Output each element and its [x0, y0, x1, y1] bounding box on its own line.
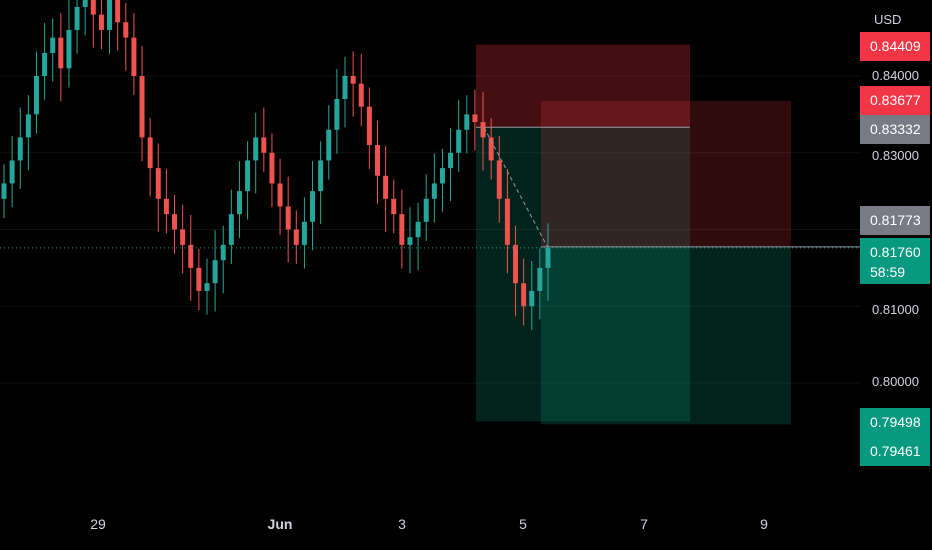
price-badge-red: 0.83677 [860, 86, 930, 115]
candle-body [472, 114, 478, 123]
candle-body [423, 198, 429, 222]
candle-body [74, 6, 80, 30]
candles [1, 0, 551, 331]
currency-label[interactable]: USD [874, 12, 902, 27]
candle-body [513, 244, 519, 284]
tick-label: 0.83000 [872, 148, 919, 163]
candle-body [172, 214, 178, 230]
candle-body [277, 183, 283, 207]
countdown-timer: 58:59 [870, 264, 906, 280]
trade-path-line [483, 127, 549, 249]
last-price-value: 0.81760 [870, 244, 921, 260]
last-price-badge: 0.81760 58:59 [860, 238, 930, 284]
candle-body [439, 168, 445, 184]
candle-body [350, 76, 356, 84]
candle-body [488, 137, 494, 161]
long-target-zone [541, 246, 791, 425]
price-badge-top-red: 0.84409 [860, 32, 930, 61]
candle-body [366, 106, 372, 146]
price-axis[interactable]: 0.84000 0.83000 0.81000 0.80000 [860, 0, 932, 510]
candle-body [58, 37, 64, 69]
candle-body [196, 267, 202, 291]
candle-body [293, 229, 299, 245]
x-tick-label: 29 [90, 516, 106, 532]
candle-body [66, 29, 72, 69]
candle-body [163, 198, 169, 215]
short-target-zone [476, 127, 690, 422]
candle-body [98, 14, 104, 30]
candle-body [123, 22, 129, 38]
candle-body [334, 99, 340, 130]
candle-body [456, 129, 462, 153]
tick-label: 0.81000 [872, 302, 919, 317]
candle-body [431, 183, 437, 199]
short-stop-zone [476, 44, 690, 128]
price-badge-target2: 0.79461 [860, 437, 930, 466]
x-tick-label: 9 [760, 516, 768, 532]
x-tick-label: 7 [640, 516, 648, 532]
candle-body [115, 0, 121, 23]
candle-body [415, 221, 421, 238]
candle-body [480, 122, 486, 138]
candle-body [261, 137, 267, 153]
candle-body [326, 129, 332, 161]
candle-body [155, 168, 161, 199]
candle-body [374, 145, 380, 176]
candle-body [269, 152, 275, 184]
candle-body [1, 183, 7, 199]
candle-body [399, 214, 405, 245]
overlay-lines [0, 127, 860, 249]
grid-lines [0, 75, 860, 384]
candle-body [407, 237, 413, 245]
tick-label: 0.80000 [872, 374, 919, 389]
x-tick-label: 3 [398, 516, 406, 532]
candle-body [245, 160, 251, 192]
long-stop-zone [541, 100, 791, 247]
candle-body [464, 114, 470, 130]
candle-body [537, 267, 543, 291]
candle-body [220, 244, 226, 261]
candle-body [496, 160, 502, 199]
price-badge-target1: 0.79498 [860, 408, 930, 437]
candle-body [139, 76, 145, 138]
candle-body [301, 221, 307, 245]
candle-body [188, 244, 194, 268]
x-tick-label: Jun [267, 516, 293, 532]
candle-body [82, 0, 88, 7]
price-badge-entry: 0.83332 [860, 115, 930, 144]
candle-body [50, 37, 56, 53]
candle-body [9, 160, 15, 184]
candle-body [33, 76, 39, 115]
candle-body [228, 214, 234, 245]
candle-body [504, 198, 510, 245]
candle-body [204, 283, 210, 291]
candle-body [253, 137, 259, 161]
candle-body [529, 290, 535, 307]
candle-body [236, 191, 242, 215]
candle-body [521, 283, 527, 307]
candle-body [17, 137, 23, 161]
candle-body [342, 76, 348, 100]
x-tick-label: 5 [519, 516, 527, 532]
price-badge-current: 0.81773 [860, 206, 930, 235]
candle-body [212, 260, 218, 284]
candle-body [448, 152, 454, 169]
candle-body [383, 175, 389, 199]
candle-body [147, 137, 153, 169]
candle-body [310, 191, 316, 222]
candle-body [318, 160, 324, 192]
candle-body [285, 206, 291, 230]
candle-body [131, 37, 137, 76]
position-boxes[interactable] [476, 44, 860, 425]
candle-body [545, 247, 551, 268]
candle-body [107, 0, 113, 30]
candle-body [25, 114, 31, 138]
candle-body [42, 52, 48, 76]
candle-body [358, 83, 364, 107]
candle-body [90, 0, 96, 15]
price-chart[interactable] [0, 0, 860, 550]
candle-body [180, 229, 186, 245]
candle-body [391, 198, 397, 215]
tick-label: 0.84000 [872, 68, 919, 83]
